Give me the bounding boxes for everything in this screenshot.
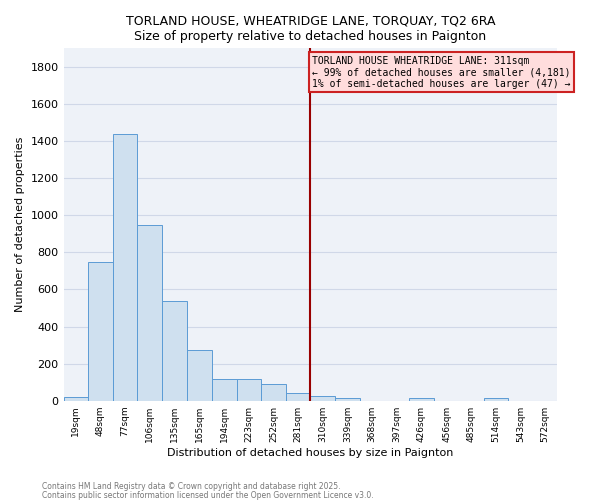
Bar — [187, 350, 212, 401]
Text: Contains HM Land Registry data © Crown copyright and database right 2025.: Contains HM Land Registry data © Crown c… — [42, 482, 341, 491]
Bar — [88, 262, 113, 400]
Bar — [236, 380, 261, 400]
Bar — [137, 226, 162, 400]
X-axis label: Distribution of detached houses by size in Paignton: Distribution of detached houses by size … — [167, 448, 454, 458]
Bar — [113, 134, 137, 400]
Bar — [162, 302, 187, 400]
Bar — [286, 394, 310, 400]
Bar — [261, 384, 286, 400]
Y-axis label: Number of detached properties: Number of detached properties — [15, 137, 25, 312]
Bar — [212, 380, 236, 400]
Bar — [484, 398, 508, 400]
Bar — [409, 398, 434, 400]
Text: TORLAND HOUSE WHEATRIDGE LANE: 311sqm
← 99% of detached houses are smaller (4,18: TORLAND HOUSE WHEATRIDGE LANE: 311sqm ← … — [312, 56, 571, 89]
Bar — [310, 396, 335, 400]
Bar — [335, 398, 359, 400]
Text: Contains public sector information licensed under the Open Government Licence v3: Contains public sector information licen… — [42, 490, 374, 500]
Title: TORLAND HOUSE, WHEATRIDGE LANE, TORQUAY, TQ2 6RA
Size of property relative to de: TORLAND HOUSE, WHEATRIDGE LANE, TORQUAY,… — [126, 15, 495, 43]
Bar — [64, 397, 88, 400]
